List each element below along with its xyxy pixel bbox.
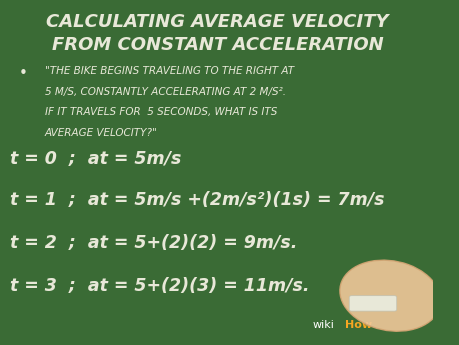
Text: IF IT TRAVELS FOR  5 SECONDS, WHAT IS ITS: IF IT TRAVELS FOR 5 SECONDS, WHAT IS ITS: [45, 108, 276, 118]
Text: t = 1  ;  at = 5m/s +(2m/s²)(1s) = 7m/s: t = 1 ; at = 5m/s +(2m/s²)(1s) = 7m/s: [10, 191, 384, 209]
FancyBboxPatch shape: [348, 296, 396, 311]
Text: FROM CONSTANT ACCELERATION: FROM CONSTANT ACCELERATION: [51, 36, 382, 53]
Ellipse shape: [339, 260, 440, 331]
Text: t = 2  ;  at = 5+(2)(2) = 9m/s.: t = 2 ; at = 5+(2)(2) = 9m/s.: [10, 234, 297, 252]
Text: 5 M/S, CONSTANTLY ACCELERATING AT 2 M/S².: 5 M/S, CONSTANTLY ACCELERATING AT 2 M/S²…: [45, 87, 285, 97]
Text: How: How: [344, 320, 371, 330]
Text: •: •: [19, 66, 28, 81]
Text: CALCULATING AVERAGE VELOCITY: CALCULATING AVERAGE VELOCITY: [46, 13, 388, 31]
Text: AVERAGE VELOCITY?": AVERAGE VELOCITY?": [45, 128, 157, 138]
Text: "THE BIKE BEGINS TRAVELING TO THE RIGHT AT: "THE BIKE BEGINS TRAVELING TO THE RIGHT …: [45, 66, 293, 76]
Text: t = 3  ;  at = 5+(2)(3) = 11m/s.: t = 3 ; at = 5+(2)(3) = 11m/s.: [10, 277, 309, 295]
Text: t = 0  ;  at = 5m/s: t = 0 ; at = 5m/s: [10, 150, 181, 168]
Text: wiki: wiki: [312, 320, 334, 330]
